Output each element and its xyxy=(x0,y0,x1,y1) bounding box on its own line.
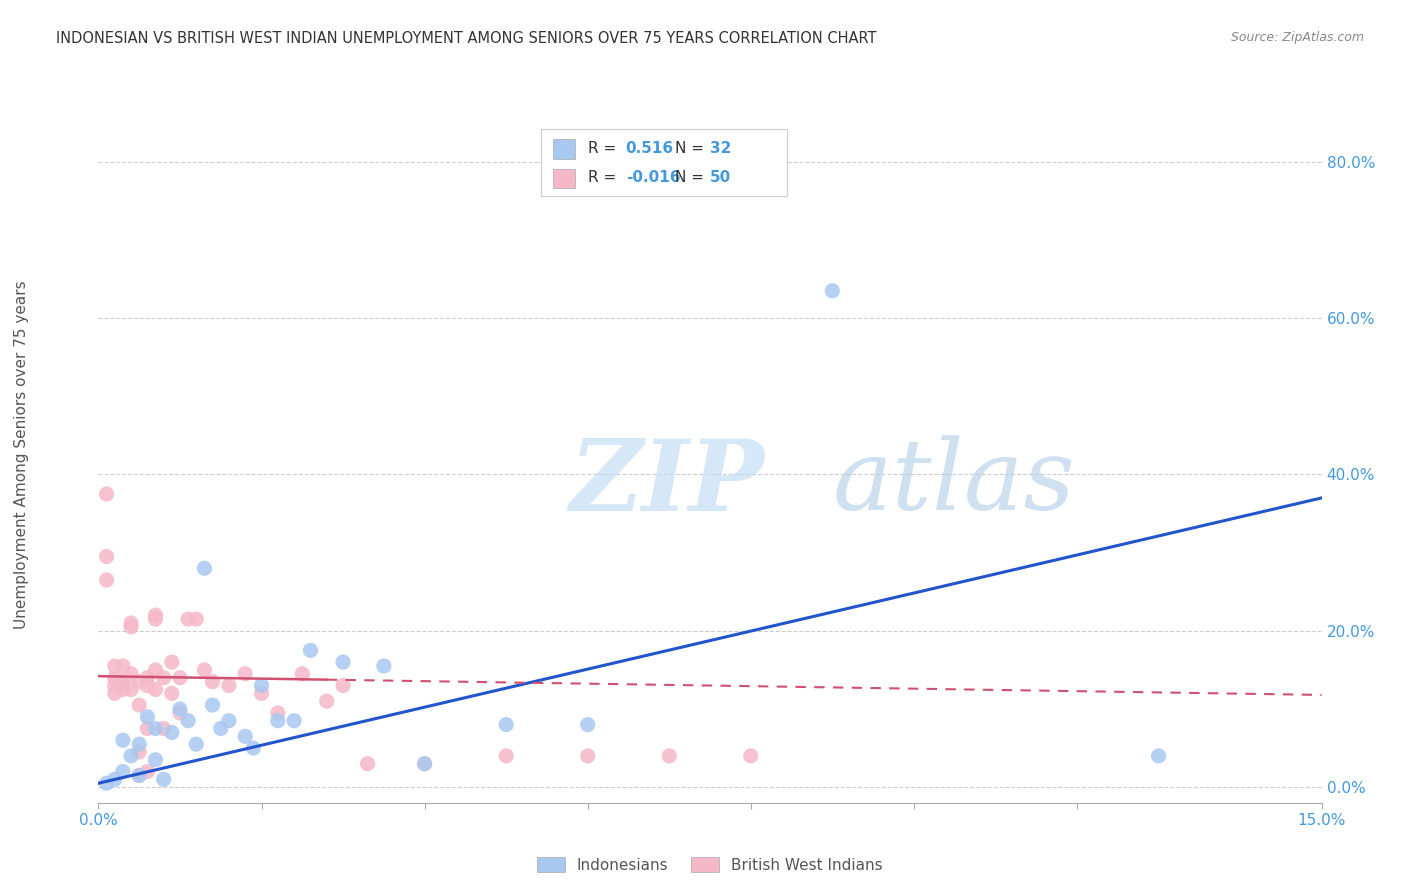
Point xyxy=(120,748,142,763)
Point xyxy=(96,573,118,587)
Point xyxy=(128,745,150,759)
Point xyxy=(104,772,127,787)
Point xyxy=(658,748,681,763)
Text: Source: ZipAtlas.com: Source: ZipAtlas.com xyxy=(1230,31,1364,45)
Point xyxy=(111,764,134,779)
Point xyxy=(96,776,118,790)
Text: R =: R = xyxy=(588,170,621,186)
Point xyxy=(299,643,322,657)
Text: R =: R = xyxy=(588,141,621,156)
Point xyxy=(145,612,167,626)
Point xyxy=(169,671,191,685)
Point xyxy=(495,717,517,731)
Point xyxy=(193,663,215,677)
Text: -0.016: -0.016 xyxy=(626,170,681,186)
Point xyxy=(233,730,256,744)
Point xyxy=(218,679,240,693)
Point xyxy=(120,615,142,630)
Point xyxy=(821,284,844,298)
Point xyxy=(242,741,264,756)
Point xyxy=(111,733,134,747)
Point xyxy=(120,682,142,697)
Text: 0.516: 0.516 xyxy=(626,141,673,156)
Text: N =: N = xyxy=(675,170,709,186)
Point xyxy=(136,671,159,685)
Point xyxy=(209,722,232,736)
Text: INDONESIAN VS BRITISH WEST INDIAN UNEMPLOYMENT AMONG SENIORS OVER 75 YEARS CORRE: INDONESIAN VS BRITISH WEST INDIAN UNEMPL… xyxy=(56,31,877,46)
Point xyxy=(145,722,167,736)
Point xyxy=(145,753,167,767)
Point xyxy=(136,764,159,779)
Text: ZIP: ZIP xyxy=(569,434,765,531)
Point xyxy=(160,686,183,700)
Text: atlas: atlas xyxy=(832,435,1076,531)
Point xyxy=(128,768,150,782)
Point xyxy=(283,714,305,728)
Point xyxy=(315,694,337,708)
Point xyxy=(96,487,118,501)
Point xyxy=(177,714,200,728)
Point xyxy=(128,768,150,782)
Point xyxy=(96,549,118,564)
Point xyxy=(250,686,273,700)
Text: N =: N = xyxy=(675,141,709,156)
Point xyxy=(136,722,159,736)
Point xyxy=(104,686,127,700)
Point xyxy=(152,772,174,787)
Point xyxy=(201,698,224,712)
Point xyxy=(1147,748,1170,763)
Point xyxy=(356,756,378,771)
Point xyxy=(740,748,762,763)
Point xyxy=(128,698,150,712)
Point xyxy=(160,655,183,669)
Point xyxy=(201,674,224,689)
Point xyxy=(373,659,395,673)
Point xyxy=(111,659,134,673)
Text: 32: 32 xyxy=(710,141,731,156)
Point xyxy=(250,679,273,693)
Point xyxy=(186,737,208,751)
Point xyxy=(104,659,127,673)
Point xyxy=(145,682,167,697)
Point xyxy=(128,737,150,751)
Point xyxy=(413,756,436,771)
Point xyxy=(267,706,290,720)
Point xyxy=(267,714,290,728)
Point xyxy=(169,702,191,716)
Point xyxy=(413,756,436,771)
Point xyxy=(120,620,142,634)
Point xyxy=(332,655,354,669)
Point xyxy=(111,674,134,689)
Point xyxy=(104,671,127,685)
Point xyxy=(111,682,134,697)
Point xyxy=(136,679,159,693)
Point xyxy=(177,612,200,626)
Point xyxy=(160,725,183,739)
Point xyxy=(495,748,517,763)
Point xyxy=(233,666,256,681)
Point xyxy=(218,714,240,728)
Point xyxy=(169,706,191,720)
Point xyxy=(576,717,599,731)
Text: 50: 50 xyxy=(710,170,731,186)
Legend: Indonesians, British West Indians: Indonesians, British West Indians xyxy=(531,850,889,879)
Point xyxy=(332,679,354,693)
Point xyxy=(128,674,150,689)
Point xyxy=(120,666,142,681)
Point xyxy=(152,671,174,685)
Point xyxy=(186,612,208,626)
Point xyxy=(145,608,167,623)
Point xyxy=(193,561,215,575)
Point xyxy=(111,679,134,693)
Point xyxy=(152,722,174,736)
Point xyxy=(576,748,599,763)
Text: Unemployment Among Seniors over 75 years: Unemployment Among Seniors over 75 years xyxy=(14,281,28,629)
Point xyxy=(291,666,314,681)
Point xyxy=(104,679,127,693)
Point xyxy=(136,710,159,724)
Point xyxy=(145,663,167,677)
